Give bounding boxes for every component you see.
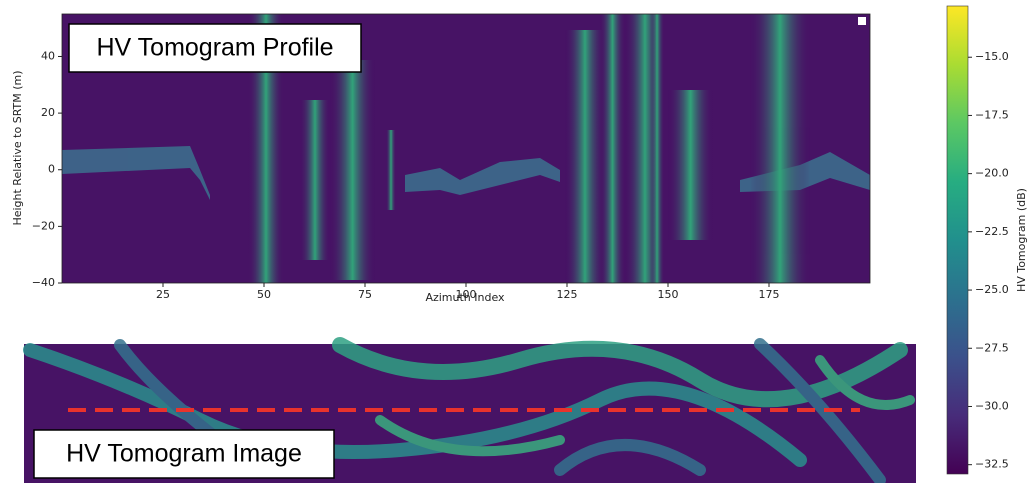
x-tick-label: 100 (456, 288, 477, 301)
image-title-box: HV Tomogram Image (33, 429, 335, 479)
colorbar-tick-label: −15.0 (975, 50, 1009, 63)
x-tick-label: 175 (759, 288, 780, 301)
colorbar-tick-label: −32.5 (975, 458, 1009, 471)
colorbar (946, 5, 969, 475)
x-tick-label: 50 (257, 288, 271, 301)
y-tick-label: −20 (32, 219, 55, 232)
y-tick-label: 40 (41, 49, 55, 62)
x-tick-label: 75 (358, 288, 372, 301)
colorbar-tick-label: −20.0 (975, 167, 1009, 180)
y-axis-label: Height Relative to SRTM (m) (11, 70, 24, 225)
title-box: HV Tomogram Profile (68, 23, 362, 73)
y-tick-label: −40 (32, 276, 55, 289)
x-tick-label: 25 (156, 288, 170, 301)
image-title: HV Tomogram Image (66, 440, 302, 468)
y-tick-label: 0 (48, 163, 55, 176)
colorbar-tick-label: −22.5 (975, 225, 1009, 238)
colorbar-tick-label: −25.0 (975, 283, 1009, 296)
profile-texture (62, 14, 870, 283)
x-tick-label: 125 (557, 288, 578, 301)
colorbar-tick-label: −30.0 (975, 399, 1009, 412)
colorbar-tick-label: −27.5 (975, 341, 1009, 354)
profile-title: HV Tomogram Profile (96, 34, 333, 62)
x-tick-label: 150 (658, 288, 679, 301)
colorbar-label: HV Tomogram (dB) (1015, 188, 1028, 292)
x-axis-label: Azimuth Index (425, 291, 505, 304)
colorbar-tick-label: −17.5 (975, 108, 1009, 121)
y-tick-label: 20 (41, 106, 55, 119)
legend-marker (858, 17, 866, 25)
